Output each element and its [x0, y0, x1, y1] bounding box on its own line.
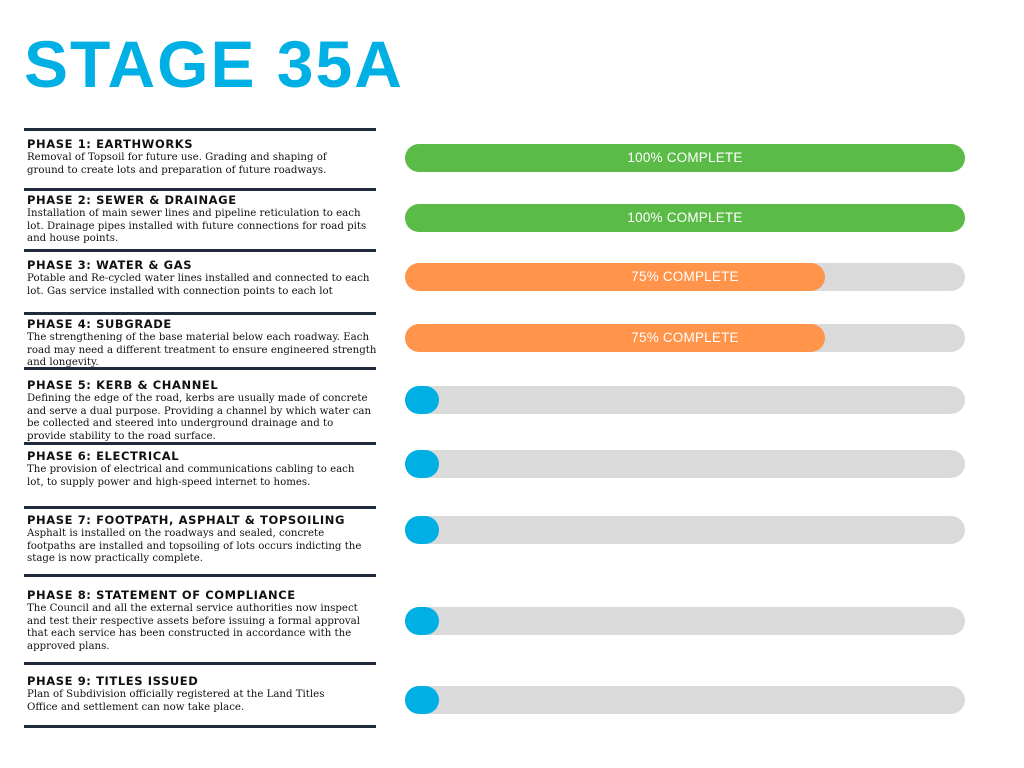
progress-label: 100% COMPLETE [627, 150, 743, 165]
progress-label: 75% COMPLETE [631, 330, 739, 345]
phase-1-progress-bar: 100% COMPLETE [405, 144, 965, 172]
progress-fill [405, 263, 825, 291]
progress-fill [405, 144, 965, 172]
divider-rule [24, 725, 376, 728]
divider-rule [24, 367, 376, 370]
phase-9-progress-bar [405, 686, 965, 714]
progress-start-knob [405, 450, 439, 478]
progress-start-knob [405, 516, 439, 544]
divider-rule [24, 312, 376, 315]
phase-title: PHASE 8: STATEMENT OF COMPLIANCE [27, 588, 296, 602]
phase-8-progress-bar [405, 607, 965, 635]
phase-description: Defining the edge of the road, kerbs are… [27, 393, 372, 442]
phase-7-text: PHASE 7: FOOTPATH, ASPHALT & TOPSOILING … [27, 513, 382, 566]
phase-5-text: PHASE 5: KERB & CHANNEL Defining the edg… [27, 378, 382, 443]
phase-title: PHASE 7: FOOTPATH, ASPHALT & TOPSOILING [27, 513, 346, 527]
divider-rule [24, 662, 376, 665]
phase-title: PHASE 9: TITLES ISSUED [27, 674, 199, 688]
phase-description: The Council and all the external service… [27, 603, 360, 652]
phase-title: PHASE 4: SUBGRADE [27, 317, 172, 331]
divider-rule [24, 249, 376, 252]
progress-fill [405, 324, 825, 352]
phase-description: The provision of electrical and communic… [27, 464, 355, 488]
progress-start-knob [405, 686, 439, 714]
progress-label: 100% COMPLETE [627, 210, 743, 225]
phase-title: PHASE 2: SEWER & DRAINAGE [27, 193, 237, 207]
phase-title: PHASE 3: WATER & GAS [27, 258, 193, 272]
phase-description: Potable and Re-cycled water lines instal… [27, 273, 370, 297]
progress-label: 75% COMPLETE [631, 269, 739, 284]
phase-description: Plan of Subdivision officially registere… [27, 689, 325, 713]
phase-7-progress-bar [405, 516, 965, 544]
phase-5-progress-bar [405, 386, 965, 414]
phase-title: PHASE 1: EARTHWORKS [27, 137, 194, 151]
phase-6-progress-bar [405, 450, 965, 478]
phase-title: PHASE 6: ELECTRICAL [27, 449, 180, 463]
progress-start-knob [405, 607, 439, 635]
divider-rule [24, 128, 376, 131]
page-title: STAGE 35A [24, 27, 404, 101]
phase-9-text: PHASE 9: TITLES ISSUED Plan of Subdivisi… [27, 674, 382, 714]
phase-8-text: PHASE 8: STATEMENT OF COMPLIANCE The Cou… [27, 588, 382, 653]
phase-6-text: PHASE 6: ELECTRICAL The provision of ele… [27, 449, 382, 489]
divider-rule [24, 442, 376, 445]
phase-2-progress-bar: 100% COMPLETE [405, 204, 965, 232]
progress-start-knob [405, 386, 439, 414]
phase-3-text: PHASE 3: WATER & GAS Potable and Re-cycl… [27, 258, 382, 298]
phase-description: The strengthening of the base material b… [27, 332, 377, 368]
phase-description: Asphalt is installed on the roadways and… [27, 528, 362, 564]
phase-description: Removal of Topsoil for future use. Gradi… [27, 152, 327, 176]
divider-rule [24, 188, 376, 191]
progress-fill [405, 204, 965, 232]
divider-rule [24, 574, 376, 577]
phase-4-progress-bar: 75% COMPLETE [405, 324, 965, 352]
phase-title: PHASE 5: KERB & CHANNEL [27, 378, 219, 392]
divider-rule [24, 506, 376, 509]
phase-1-text: PHASE 1: EARTHWORKS Removal of Topsoil f… [27, 137, 382, 177]
phase-description: Installation of main sewer lines and pip… [27, 208, 367, 244]
phase-2-text: PHASE 2: SEWER & DRAINAGE Installation o… [27, 193, 382, 246]
phase-3-progress-bar: 75% COMPLETE [405, 263, 965, 291]
phase-4-text: PHASE 4: SUBGRADE The strengthening of t… [27, 317, 382, 370]
